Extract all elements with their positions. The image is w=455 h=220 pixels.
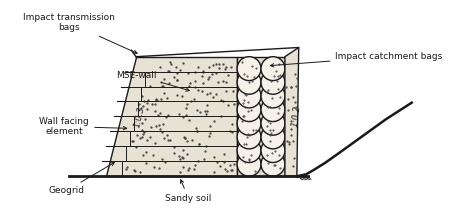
Polygon shape	[237, 57, 285, 176]
Circle shape	[237, 125, 261, 149]
Circle shape	[237, 139, 261, 163]
Text: MSE-wall: MSE-wall	[116, 71, 189, 91]
Circle shape	[237, 84, 261, 108]
Polygon shape	[285, 48, 298, 176]
Circle shape	[261, 98, 285, 122]
Circle shape	[261, 152, 285, 176]
Polygon shape	[106, 57, 237, 176]
Circle shape	[261, 125, 285, 149]
Circle shape	[261, 111, 285, 135]
Circle shape	[237, 98, 261, 122]
Circle shape	[237, 111, 261, 135]
Text: Impact catchment bags: Impact catchment bags	[270, 52, 443, 67]
Text: Impact transmission
bags: Impact transmission bags	[23, 13, 137, 53]
Circle shape	[261, 70, 285, 94]
Text: 1:0.3: 1:0.3	[133, 105, 147, 128]
Circle shape	[261, 57, 285, 81]
Circle shape	[237, 152, 261, 176]
Text: 1:0.2: 1:0.2	[290, 105, 302, 128]
Text: Sandy soil: Sandy soil	[165, 180, 212, 203]
Text: Wall facing
element: Wall facing element	[40, 117, 126, 136]
Circle shape	[261, 84, 285, 108]
Circle shape	[237, 57, 261, 81]
Text: Geogrid: Geogrid	[48, 163, 114, 195]
Circle shape	[237, 70, 261, 94]
Circle shape	[261, 139, 285, 163]
